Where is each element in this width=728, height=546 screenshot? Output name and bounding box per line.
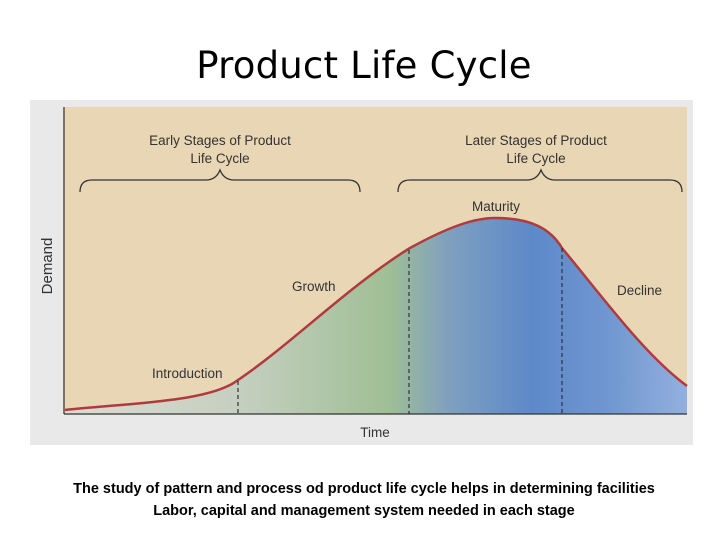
stage-label-maturity: Maturity — [472, 199, 520, 214]
caption-line-2: Labor, capital and management system nee… — [153, 503, 575, 519]
life-cycle-svg: Early Stages of Product Life Cycle Later… — [39, 107, 688, 440]
life-cycle-diagram: Early Stages of Product Life Cycle Later… — [30, 100, 693, 445]
early-stages-brace — [79, 168, 361, 193]
caption-line-1: The study of pattern and process od prod… — [73, 481, 655, 497]
slide-caption: The study of pattern and process od prod… — [0, 478, 728, 522]
early-stages-label-line2: Life Cycle — [190, 151, 249, 166]
later-stages-label-line2: Life Cycle — [506, 151, 565, 166]
stage-label-introduction: Introduction — [152, 366, 223, 381]
later-stages-label-line1: Later Stages of Product — [465, 133, 607, 148]
demand-curve — [64, 216, 688, 412]
y-axis-label: Demand — [39, 238, 56, 295]
later-stages-brace — [397, 168, 683, 193]
stage-label-growth: Growth — [292, 279, 336, 294]
stage-label-decline: Decline — [617, 283, 662, 298]
x-axis-label: Time — [360, 425, 390, 440]
demand-area — [65, 218, 687, 414]
slide-title: Product Life Cycle — [196, 44, 532, 87]
early-stages-label-line1: Early Stages of Product — [149, 133, 291, 148]
